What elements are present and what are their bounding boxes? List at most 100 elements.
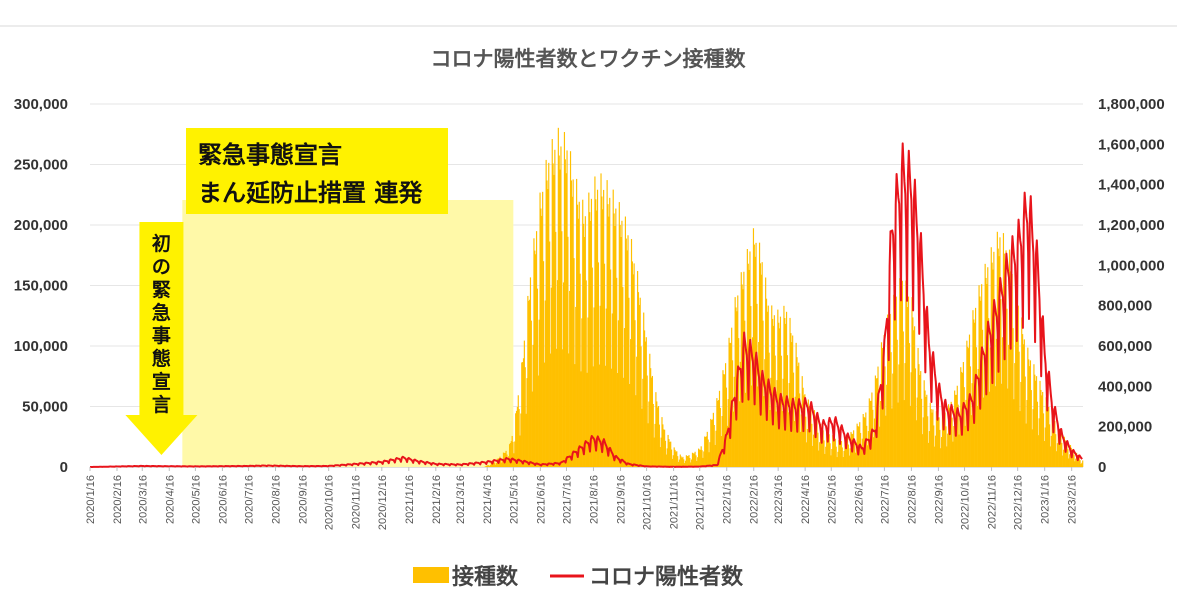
vaccination-bar [910, 372, 912, 467]
vaccination-bar [715, 430, 717, 467]
vaccination-bar [698, 449, 701, 467]
vaccination-bar [807, 399, 809, 467]
vaccination-bar [833, 440, 836, 467]
x-tick-label: 2021/9/16 [615, 475, 627, 524]
vaccination-bar [490, 462, 492, 467]
vaccination-bar [487, 465, 489, 467]
vaccination-bar [624, 216, 626, 467]
vaccination-bar [647, 423, 649, 467]
annotation-bands [182, 200, 514, 467]
vaccination-bar [688, 455, 690, 467]
vaccination-bar [618, 202, 620, 468]
vaccination-bar [744, 320, 746, 467]
x-tick-label: 2021/2/16 [431, 475, 443, 524]
left-tick-label: 50,000 [22, 399, 68, 416]
vaccination-bar [626, 250, 628, 467]
vaccination-bar [769, 410, 771, 467]
vaccination-bar [506, 454, 508, 467]
vaccination-bar [925, 396, 927, 467]
vaccination-bar [916, 397, 918, 467]
vaccination-bar [983, 356, 985, 467]
vaccination-bar [880, 401, 882, 467]
vaccination-bar [812, 434, 815, 467]
vaccination-bar [860, 432, 862, 467]
vaccination-bar [868, 398, 870, 467]
vaccination-bar [976, 405, 978, 467]
vaccination-bar [685, 455, 687, 467]
vaccination-bar [1053, 422, 1055, 467]
vaccination-bar [677, 456, 679, 467]
vaccination-bar [1028, 366, 1031, 467]
vaccination-bar [760, 274, 762, 467]
vaccination-bar [572, 179, 574, 468]
right-tick-label: 0 [1098, 459, 1106, 476]
vaccination-bar [923, 380, 925, 467]
vaccination-bar [739, 361, 741, 467]
vaccination-bar [745, 348, 748, 467]
vaccination-bar [542, 261, 545, 467]
vaccination-bar [706, 431, 708, 467]
vaccination-bar [722, 370, 724, 467]
vaccination-bar [705, 436, 708, 467]
x-tick-label: 2020/3/16 [137, 475, 149, 524]
vaccination-bar [1074, 461, 1076, 467]
vaccination-bar [1038, 418, 1040, 467]
vaccination-bar [610, 368, 613, 467]
vaccination-bar [522, 362, 524, 467]
vaccination-bar [975, 347, 978, 467]
vaccination-bar [792, 372, 795, 467]
vaccination-bar [620, 237, 622, 467]
vaccination-bar [731, 327, 733, 467]
vaccination-bar [914, 368, 917, 467]
vaccination-bar [817, 432, 819, 467]
vaccination-bar [559, 169, 561, 467]
vaccination-bar [558, 155, 560, 467]
vaccination-bar [827, 436, 829, 467]
x-tick-label: 2021/7/16 [561, 475, 573, 524]
vaccination-bar [538, 319, 540, 467]
vaccination-bar [541, 215, 543, 467]
vaccination-bar [600, 173, 602, 468]
vaccination-bar [718, 400, 720, 467]
vaccination-bar [780, 355, 782, 467]
vaccination-bar [952, 441, 954, 467]
vaccination-bar [553, 174, 555, 468]
x-tick-label: 2020/8/16 [271, 475, 283, 524]
vaccination-bar [917, 347, 919, 467]
vaccination-bar [1003, 253, 1005, 467]
vaccination-bar [900, 296, 903, 467]
vaccination-bar [887, 314, 889, 467]
vaccination-bar [1068, 458, 1070, 467]
vaccination-bar [680, 456, 682, 467]
vaccination-bar [671, 458, 674, 467]
vaccination-bar [664, 440, 667, 467]
vaccination-bar [842, 457, 844, 467]
vaccination-bar [634, 320, 636, 467]
vaccination-bar [489, 465, 491, 467]
x-tick-label: 2022/12/16 [1013, 475, 1025, 530]
vaccination-bar [1055, 451, 1058, 467]
vaccination-bar [873, 418, 876, 467]
vaccination-bar [587, 317, 589, 467]
vaccination-bar [595, 199, 597, 467]
vaccination-bar [700, 446, 702, 467]
vaccination-bar [945, 426, 947, 467]
vaccination-bar [1041, 395, 1043, 467]
vaccination-bar [1063, 436, 1066, 467]
vaccination-bar [756, 303, 758, 467]
vaccination-bar [501, 462, 503, 467]
vaccination-bar [873, 437, 875, 467]
vaccination-bar [659, 447, 661, 467]
x-tick-label: 2020/1/16 [85, 475, 97, 524]
vaccination-bar [779, 316, 782, 467]
vaccination-bar [565, 173, 567, 467]
vaccination-bar [1020, 381, 1022, 467]
vaccination-bar [752, 337, 754, 467]
vaccination-bar [627, 235, 629, 467]
vaccination-bar [799, 431, 802, 467]
vaccination-bar [1066, 441, 1068, 467]
vaccination-bar [935, 411, 937, 467]
vaccination-bar [1035, 376, 1038, 467]
vaccination-bar [814, 416, 816, 467]
vaccination-bar [1077, 456, 1079, 467]
